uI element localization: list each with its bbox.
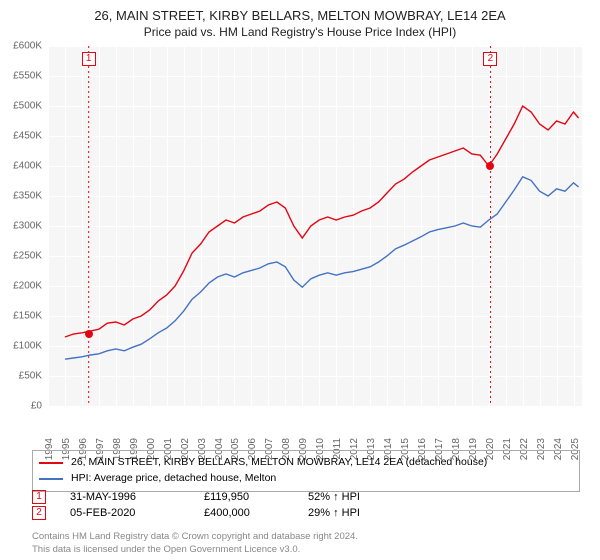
y-tick-label: £350K	[13, 191, 42, 202]
title-block: 26, MAIN STREET, KIRBY BELLARS, MELTON M…	[0, 0, 600, 39]
y-tick-label: £100K	[13, 341, 42, 352]
legend-item: 26, MAIN STREET, KIRBY BELLARS, MELTON M…	[39, 455, 573, 471]
plot-svg	[48, 46, 582, 406]
y-tick-label: £250K	[13, 251, 42, 262]
event-hpi: 29% ↑ HPI	[308, 507, 398, 519]
x-axis: 1994199519961997199819992000200120022003…	[48, 408, 582, 446]
chart-title: 26, MAIN STREET, KIRBY BELLARS, MELTON M…	[0, 8, 600, 23]
y-tick-label: £550K	[13, 71, 42, 82]
y-tick-label: £50K	[19, 371, 42, 382]
chart-subtitle: Price paid vs. HM Land Registry's House …	[0, 25, 600, 39]
footnote-line: Contains HM Land Registry data © Crown c…	[32, 531, 358, 543]
event-id-marker: 1	[32, 490, 46, 504]
series-price_paid	[65, 106, 579, 337]
y-tick-label: £400K	[13, 161, 42, 172]
footnote: Contains HM Land Registry data © Crown c…	[32, 531, 358, 556]
y-tick-label: £200K	[13, 281, 42, 292]
event-marker-1: 1	[82, 52, 96, 66]
event-marker-2: 2	[483, 52, 497, 66]
event-date: 05-FEB-2020	[70, 507, 180, 519]
footnote-line: This data is licensed under the Open Gov…	[32, 544, 358, 556]
legend-swatch	[39, 462, 63, 464]
chart-container: 26, MAIN STREET, KIRBY BELLARS, MELTON M…	[0, 0, 600, 560]
event-price: £119,950	[204, 491, 284, 503]
event-id-marker: 2	[32, 506, 46, 520]
event-dot-2	[486, 162, 494, 170]
event-price: £400,000	[204, 507, 284, 519]
y-tick-label: £600K	[13, 41, 42, 52]
event-date: 31-MAY-1996	[70, 491, 180, 503]
legend: 26, MAIN STREET, KIRBY BELLARS, MELTON M…	[32, 450, 580, 492]
y-tick-label: £450K	[13, 131, 42, 142]
event-dot-1	[85, 330, 93, 338]
y-tick-label: £500K	[13, 101, 42, 112]
event-table-row: 1 31-MAY-1996 £119,950 52% ↑ HPI	[32, 490, 580, 504]
y-axis: £0£50K£100K£150K£200K£250K£300K£350K£400…	[0, 46, 44, 406]
series-hpi	[65, 177, 579, 359]
y-tick-label: £0	[31, 401, 42, 412]
legend-label: 26, MAIN STREET, KIRBY BELLARS, MELTON M…	[71, 455, 487, 471]
plot-area: 12	[48, 46, 582, 406]
legend-swatch	[39, 478, 63, 480]
y-tick-label: £300K	[13, 221, 42, 232]
event-table-row: 2 05-FEB-2020 £400,000 29% ↑ HPI	[32, 506, 580, 520]
events-table: 1 31-MAY-1996 £119,950 52% ↑ HPI 2 05-FEB-202…	[32, 490, 580, 522]
y-tick-label: £150K	[13, 311, 42, 322]
legend-label: HPI: Average price, detached house, Melt…	[71, 471, 276, 487]
legend-item: HPI: Average price, detached house, Melt…	[39, 471, 573, 487]
event-hpi: 52% ↑ HPI	[308, 491, 398, 503]
